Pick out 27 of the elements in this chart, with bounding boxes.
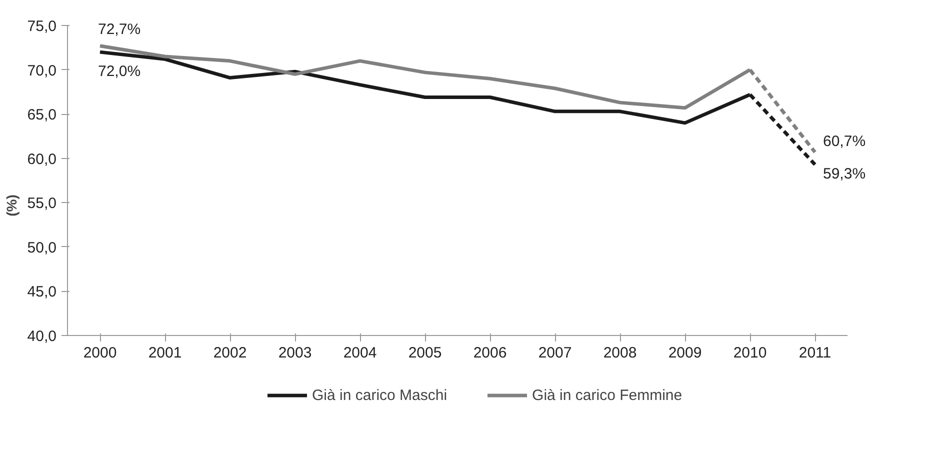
y-tick-label: 45,0	[27, 284, 57, 301]
data-label: 72,7%	[98, 20, 141, 38]
legend-label: Già in carico Femmine	[532, 386, 682, 404]
y-axis-title: (%)	[3, 194, 20, 216]
x-tick-label: 2006	[473, 344, 507, 362]
y-tick-label: 50,0	[27, 239, 57, 256]
y-tick-label: 60,0	[27, 150, 57, 168]
y-tick-label: 75,0	[27, 18, 57, 35]
x-tick-label: 2005	[408, 344, 442, 362]
data-label: 72,0%	[98, 63, 141, 80]
legend-label: Già in carico Maschi	[312, 386, 448, 404]
x-tick-label: 2010	[733, 344, 767, 362]
x-tick-label: 2000	[83, 344, 117, 362]
x-tick-label: 2002	[213, 344, 247, 362]
y-tick-label: 65,0	[27, 106, 57, 124]
data-label: 60,7%	[823, 133, 866, 150]
x-tick-label: 2003	[278, 344, 312, 362]
x-tick-label: 2004	[343, 344, 377, 362]
x-tick-label: 2008	[603, 344, 637, 362]
data-label: 59,3%	[823, 166, 866, 183]
y-tick-label: 40,0	[27, 328, 57, 345]
x-tick-label: 2001	[148, 344, 182, 362]
x-tick-label: 2009	[668, 344, 702, 362]
x-tick-label: 2011	[798, 344, 832, 362]
x-tick-label: 2007	[538, 344, 572, 362]
y-tick-label: 55,0	[27, 195, 57, 212]
y-tick-label: 70,0	[27, 62, 57, 80]
